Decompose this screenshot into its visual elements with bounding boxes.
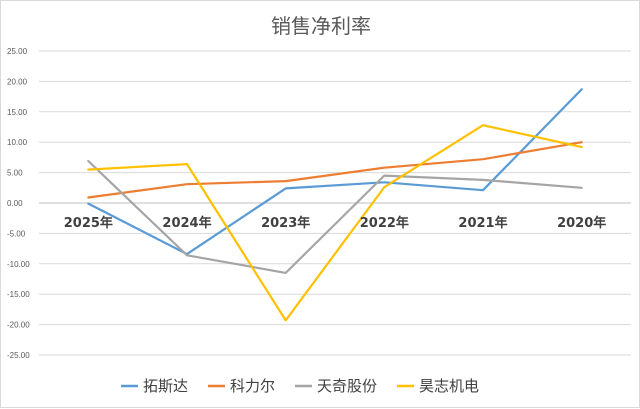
y-tick-label: 5.00 xyxy=(7,169,23,178)
legend-label: 拓斯达 xyxy=(143,377,188,395)
y-tick-label: 20.00 xyxy=(7,77,28,86)
legend: 拓斯达 科力尔 天奇股份 昊志机电 xyxy=(121,377,479,395)
y-tick-label: -10.00 xyxy=(7,260,30,269)
legend-label: 昊志机电 xyxy=(419,377,479,395)
series-line xyxy=(88,142,581,197)
y-tick-label: 25.00 xyxy=(7,47,28,56)
y-tick-label: 15.00 xyxy=(7,108,28,117)
legend-label: 天奇股份 xyxy=(317,377,377,395)
chart-title: 销售净利率 xyxy=(271,14,371,38)
y-tick-label: 0.00 xyxy=(7,199,23,208)
grid-lines xyxy=(39,51,631,355)
x-tick-label: 2021年 xyxy=(458,215,507,231)
x-tick-label: 2023年 xyxy=(261,215,310,231)
legend-item: 科力尔 xyxy=(208,377,275,395)
y-tick-label: -25.00 xyxy=(7,351,30,360)
legend-item: 昊志机电 xyxy=(397,377,479,395)
y-axis-ticks: 25.00 20.00 15.00 10.00 5.00 0.00 -5.00 -10.00 -… xyxy=(7,47,30,360)
series-lines xyxy=(88,89,582,320)
y-tick-label: 10.00 xyxy=(7,138,28,147)
x-tick-label: 2025年 xyxy=(64,215,113,231)
legend-label: 科力尔 xyxy=(230,377,275,395)
y-tick-label: -15.00 xyxy=(7,290,30,299)
legend-item: 拓斯达 xyxy=(121,377,188,395)
y-tick-label: -20.00 xyxy=(7,321,30,330)
x-tick-label: 2020年 xyxy=(557,215,606,231)
x-tick-label: 2024年 xyxy=(162,215,211,231)
x-tick-label: 2022年 xyxy=(360,215,409,231)
y-tick-label: -5.00 xyxy=(7,229,26,238)
legend-item: 天奇股份 xyxy=(295,377,377,395)
